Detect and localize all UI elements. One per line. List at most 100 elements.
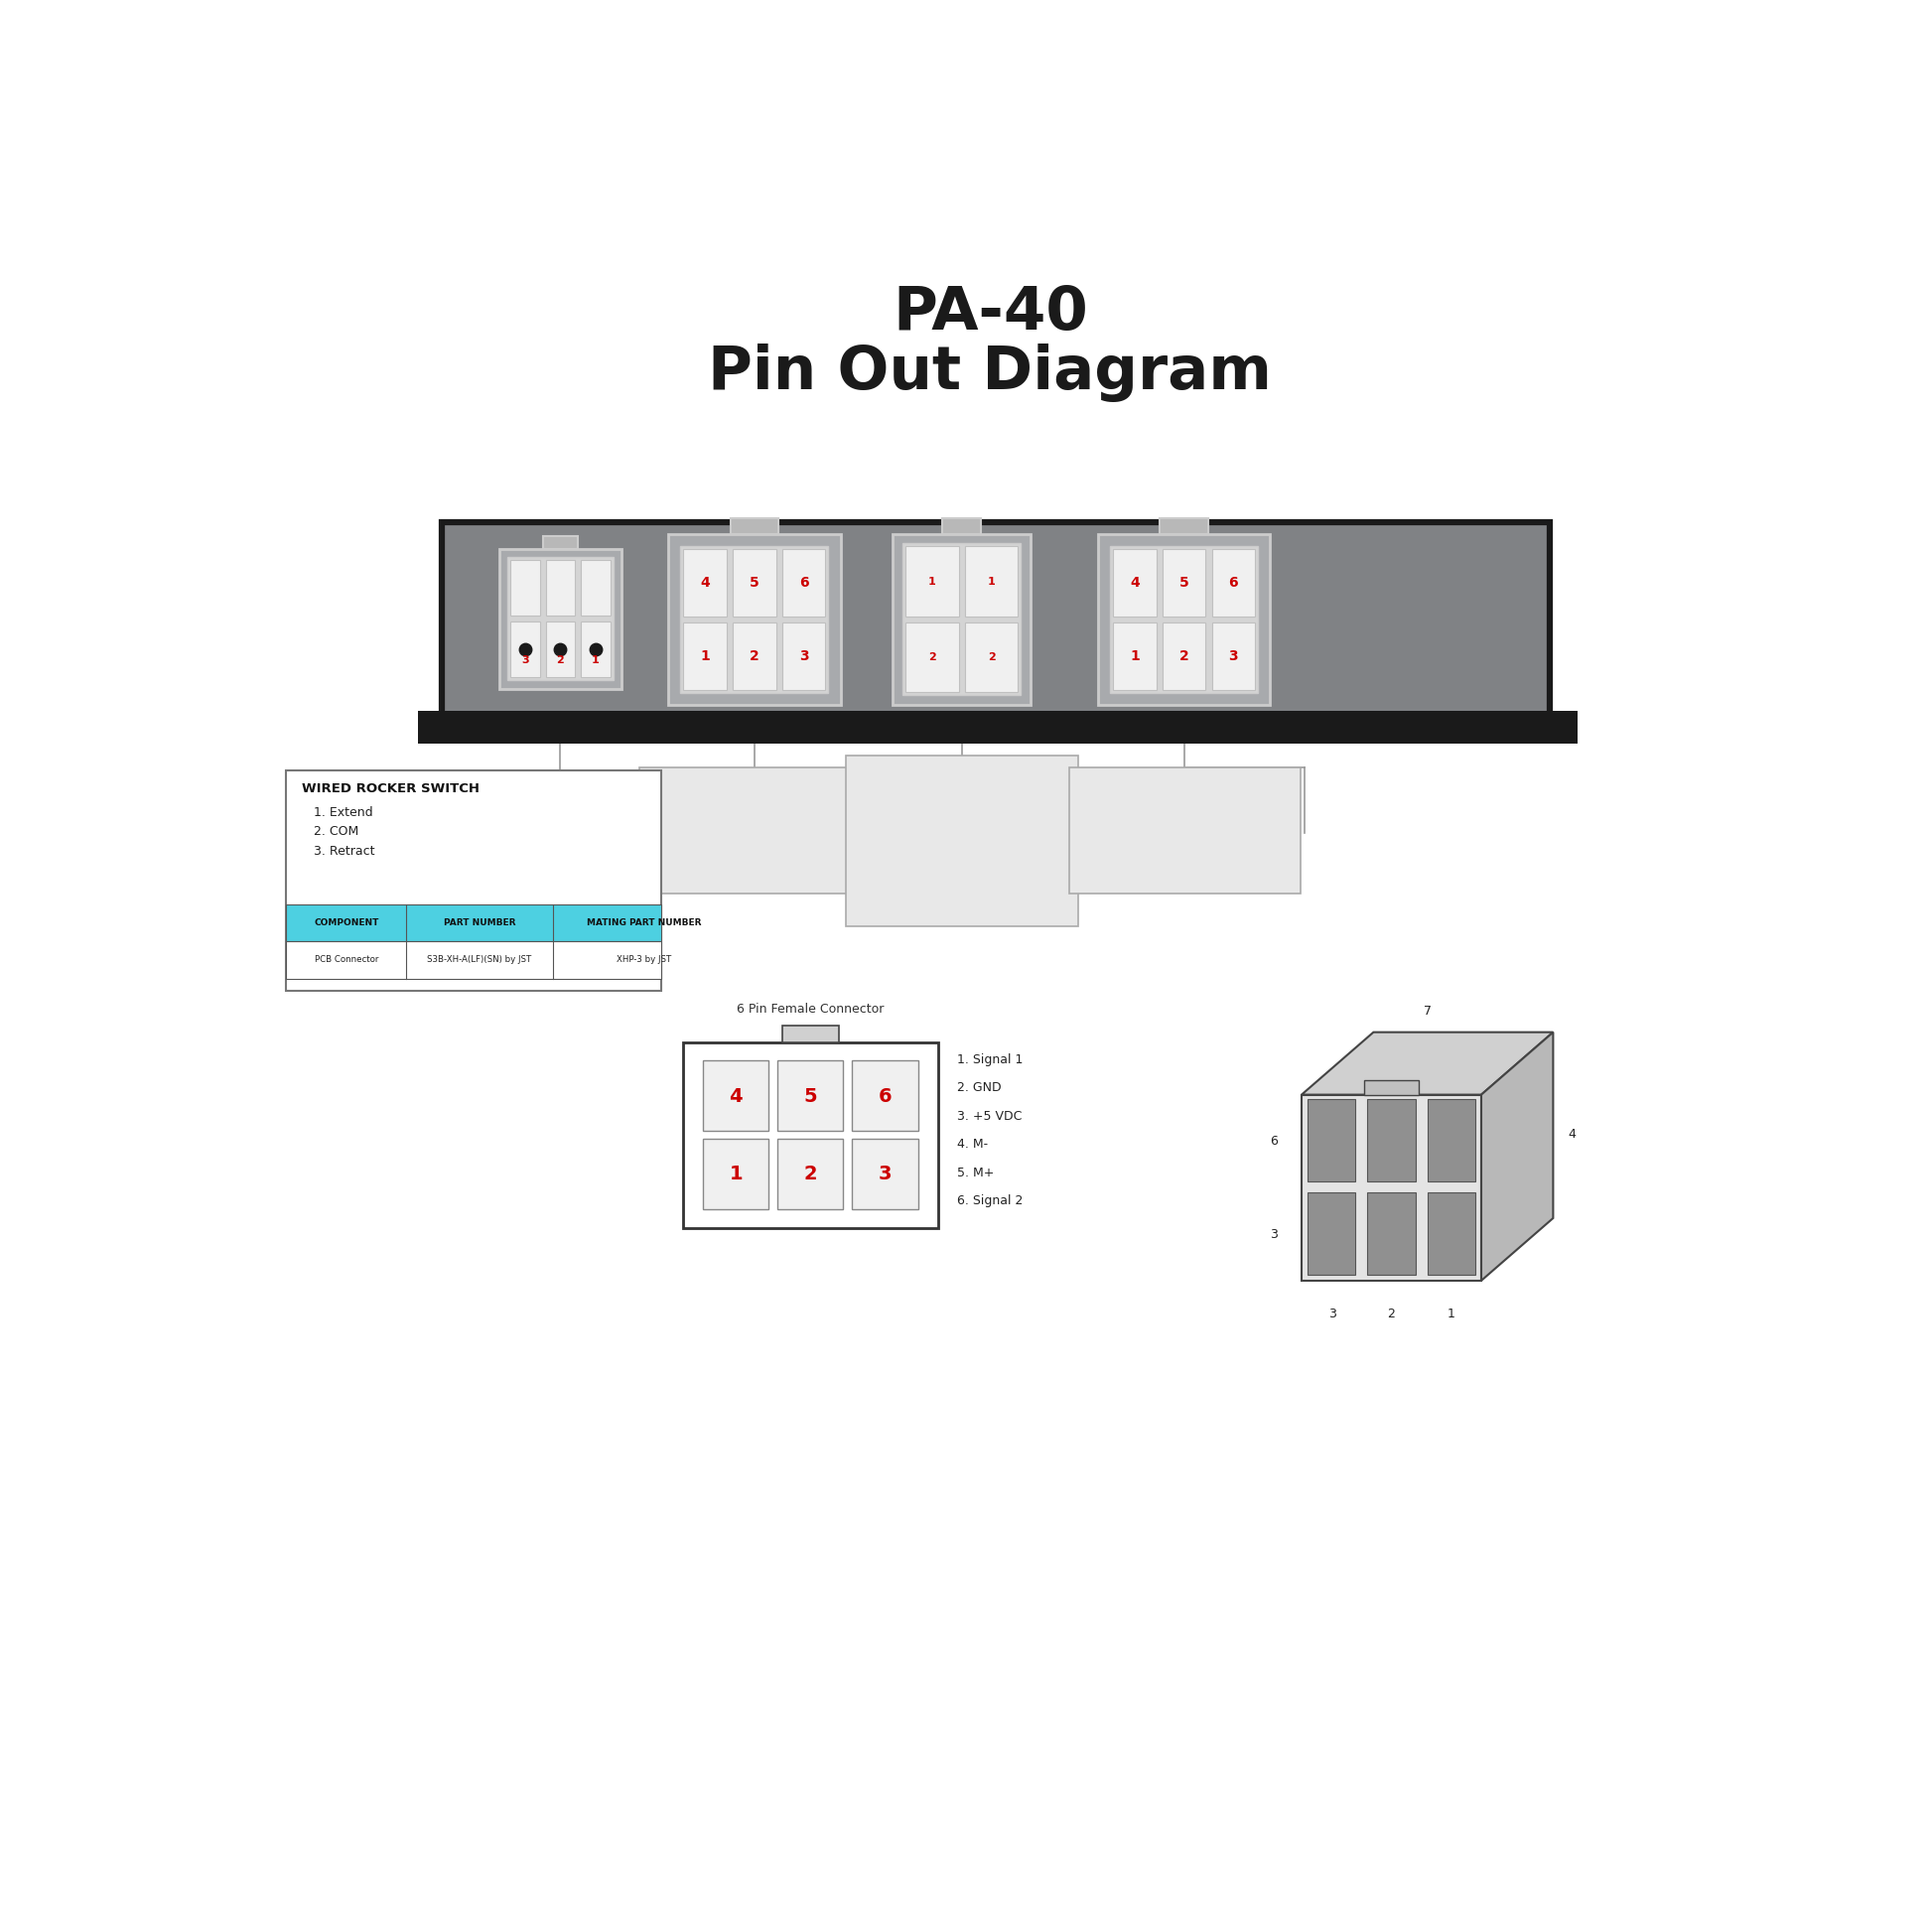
Bar (703, 1138, 769, 1209)
Text: 3: 3 (522, 655, 529, 665)
Text: 2: 2 (1387, 1308, 1395, 1320)
Text: 4 Pin Female Connector: 4 Pin Female Connector (893, 794, 1032, 808)
Bar (498, 549, 622, 688)
Text: Pin Out Diagram: Pin Out Diagram (709, 344, 1271, 402)
Bar (852, 1138, 918, 1209)
Text: Input Power: Input Power (916, 771, 1007, 782)
Bar (779, 1138, 842, 1209)
Bar (684, 622, 726, 690)
Text: 3. +5 VDC: 3. +5 VDC (956, 1109, 1022, 1122)
Bar (510, 622, 539, 676)
Bar (543, 535, 578, 549)
Text: 6 Pin Female Connector: 6 Pin Female Connector (736, 1003, 885, 1016)
Text: Hall Effect Actuator 1: Hall Effect Actuator 1 (674, 784, 835, 798)
Text: 5: 5 (750, 576, 759, 589)
Text: 2: 2 (987, 653, 995, 663)
Text: 4: 4 (728, 1088, 742, 1107)
Bar (286, 771, 661, 991)
Text: 3: 3 (800, 649, 808, 663)
Text: 1: 1 (1447, 1308, 1455, 1320)
Bar (1308, 1099, 1356, 1182)
Bar (1111, 547, 1258, 694)
Bar (906, 547, 958, 616)
Text: COMPONENT: COMPONENT (313, 918, 379, 927)
Text: 5: 5 (1179, 576, 1188, 589)
Text: 2. GND: 2. GND (956, 1082, 1001, 1094)
Text: 1: 1 (1130, 649, 1140, 663)
Bar (1097, 533, 1269, 705)
Bar (1428, 1099, 1476, 1182)
Bar (703, 1061, 769, 1130)
Bar (417, 711, 1577, 744)
Bar (846, 755, 1078, 927)
Bar (943, 518, 981, 533)
Bar (582, 560, 611, 616)
Bar (782, 1026, 838, 1043)
Text: XHP-3 by JST: XHP-3 by JST (616, 956, 672, 964)
Text: 1. Power +VDC: 1. Power +VDC (918, 837, 1007, 850)
Text: PART NUMBER: PART NUMBER (444, 918, 516, 927)
Text: 5: 5 (804, 1088, 817, 1107)
Bar (782, 622, 825, 690)
Bar (668, 533, 840, 705)
Text: PA-40: PA-40 (893, 284, 1088, 344)
Text: 1. Extend: 1. Extend (313, 806, 373, 819)
Bar (639, 767, 871, 895)
Bar (1368, 1099, 1416, 1182)
Bar (1211, 622, 1256, 690)
Bar (906, 622, 958, 692)
Text: 6: 6 (800, 576, 808, 589)
Text: 3: 3 (1229, 649, 1238, 663)
Text: WIRED ROCKER SWITCH: WIRED ROCKER SWITCH (301, 782, 479, 796)
Bar (508, 556, 612, 680)
Text: 6: 6 (879, 1088, 893, 1107)
Bar (680, 547, 829, 694)
Bar (964, 547, 1018, 616)
Text: 1. Signal 1: 1. Signal 1 (956, 1053, 1024, 1066)
Text: 4: 4 (1569, 1128, 1577, 1142)
Text: 7: 7 (1424, 1005, 1432, 1018)
Text: 4: 4 (699, 576, 709, 589)
Bar (1113, 622, 1157, 690)
Bar (442, 522, 1549, 721)
Text: 6: 6 (1229, 576, 1238, 589)
Bar (1163, 549, 1206, 616)
Text: 2: 2 (927, 653, 935, 663)
Bar (964, 622, 1018, 692)
Text: 3: 3 (1269, 1227, 1277, 1240)
Text: 6 Pin Female Connector: 6 Pin Female Connector (1115, 811, 1254, 825)
Text: 5. M+: 5. M+ (956, 1167, 995, 1179)
Text: 2: 2 (556, 655, 564, 665)
Text: S3B-XH-A(LF)(SN) by JST: S3B-XH-A(LF)(SN) by JST (427, 956, 531, 964)
Text: 2. Power COM: 2. Power COM (922, 860, 1003, 873)
Bar (1428, 1192, 1476, 1275)
Text: 6: 6 (1269, 1134, 1277, 1148)
Text: 2: 2 (750, 649, 759, 663)
Bar (779, 1061, 842, 1130)
Bar (730, 518, 779, 533)
Text: 4: 4 (1130, 576, 1140, 589)
Bar (1113, 549, 1157, 616)
Bar (893, 533, 1030, 705)
Bar (732, 622, 777, 690)
Text: 2: 2 (1179, 649, 1188, 663)
Polygon shape (1302, 1032, 1553, 1095)
Bar (782, 549, 825, 616)
Bar (1068, 767, 1300, 895)
Bar (1368, 1192, 1416, 1275)
Bar (1364, 1080, 1418, 1095)
Text: 1: 1 (591, 655, 599, 665)
Bar (1159, 518, 1208, 533)
Bar (1211, 549, 1256, 616)
Bar (286, 904, 661, 941)
Text: 2: 2 (804, 1165, 817, 1184)
Bar (1308, 1192, 1356, 1275)
Bar (732, 549, 777, 616)
Text: 6 Pin Female Connector: 6 Pin Female Connector (686, 811, 825, 825)
Text: 6. Signal 2: 6. Signal 2 (956, 1194, 1024, 1208)
Bar (547, 560, 576, 616)
Bar (684, 1043, 937, 1229)
Polygon shape (1302, 1095, 1482, 1281)
Bar (582, 622, 611, 676)
Text: 1: 1 (699, 649, 709, 663)
